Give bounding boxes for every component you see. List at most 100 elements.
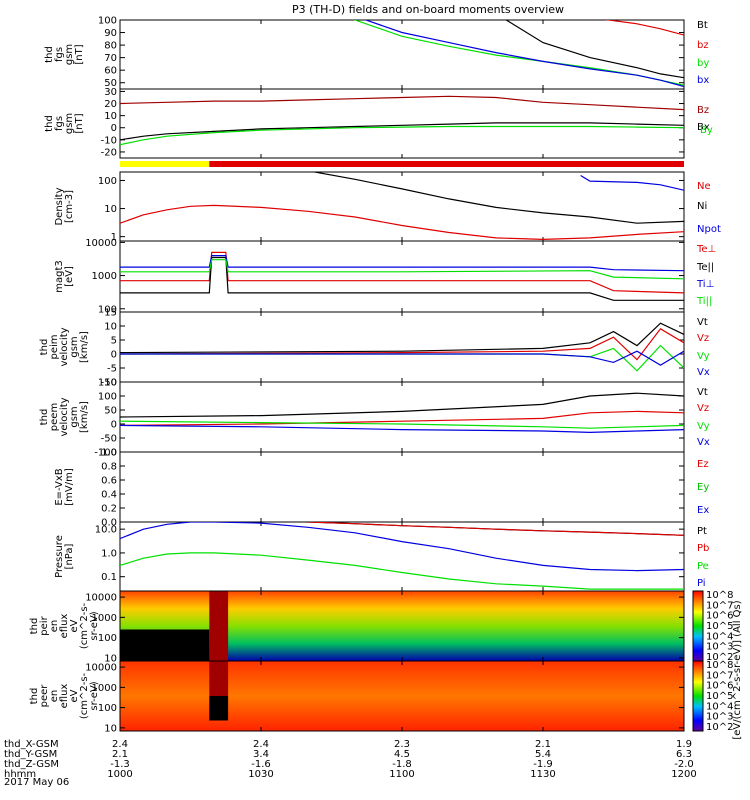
y-tick-label: -10: [101, 135, 117, 146]
x-axis-value: 1200: [671, 769, 696, 780]
colorbar-tick: 10^3: [706, 712, 733, 723]
spectrogram: [120, 661, 684, 731]
y-tick-label: 5: [111, 336, 117, 347]
x-axis-value: 2.1: [535, 739, 551, 750]
series-Vx: [120, 424, 684, 434]
y-axis-label: velocity: [59, 327, 70, 366]
legend-Bt: Bt: [697, 20, 708, 31]
x-axis-value: -1.8: [392, 759, 412, 770]
y-tick-label: 70: [104, 53, 117, 64]
panel-e-field: 0.0 0.2 0.4 0.6 0.8 1.0 E=-VxB [mV/m] Ez Ey Ex: [54, 448, 709, 529]
x-axis-value: 2.3: [394, 739, 410, 750]
series-Pi: [120, 522, 684, 572]
y-axis-label: thd: [39, 409, 50, 426]
y-axis-label: peim: [49, 334, 60, 359]
y-axis-label: (cm^2-s-: [79, 672, 90, 719]
series-Vx: [120, 350, 684, 366]
y-tick-label: 0.8: [101, 462, 117, 473]
y-tick-label: 1000: [92, 613, 117, 624]
y-tick-label: 15: [104, 308, 117, 319]
colorbar-tick: 10^2: [706, 652, 733, 663]
legend-Vx: Vx: [697, 437, 710, 448]
y-tick-label: 1.0: [101, 548, 117, 559]
y-tick-label: 100: [98, 633, 117, 644]
series-Ne: [120, 204, 684, 241]
y-tick-label: 100: [98, 703, 117, 714]
series-Vy: [120, 420, 684, 429]
y-tick-label: 0.0: [101, 518, 117, 529]
y-tick-label: 100: [98, 304, 117, 315]
legend-Te||: Te||: [696, 262, 714, 273]
x-axis-value: 6.3: [676, 749, 692, 760]
y-tick-label: 10: [104, 723, 117, 734]
legend-by: by: [697, 58, 709, 69]
legend-Ey: Ey: [697, 482, 709, 493]
colorbar-tick: 10^2: [706, 722, 733, 733]
legend-Ex: Ex: [697, 505, 709, 516]
series-Bz: [120, 95, 684, 111]
legend-Vy: Vy: [697, 421, 710, 432]
y-tick-label: 10: [104, 111, 117, 122]
y-tick-label: -5: [107, 364, 117, 375]
colorbar-tick: 10^8: [706, 590, 733, 601]
x-axis-value: -2.0: [674, 759, 694, 770]
series-bz: [604, 20, 684, 36]
y-tick-label: 0: [111, 123, 117, 134]
colorbar-tick: 10^7: [706, 670, 733, 681]
y-axis-label: Density: [54, 187, 65, 225]
colorbar-tick: 10^6: [706, 681, 733, 692]
x-axis-row-label: thd_Z-GSM: [4, 759, 59, 770]
y-axis-label: thd: [29, 618, 40, 635]
y-tick-label: 100: [98, 176, 117, 187]
y-axis-label: [nT]: [74, 44, 85, 64]
y-tick-label: 0.2: [101, 504, 117, 515]
colorbar-tick: 10^7: [706, 600, 733, 611]
x-axis-value: 5.4: [535, 749, 551, 760]
y-tick-label: -10: [101, 378, 117, 389]
status-bar-yellow: [120, 161, 210, 167]
y-tick-label: 1: [111, 232, 117, 243]
series-Ti⊥: [120, 255, 684, 272]
colorbar: [692, 660, 704, 732]
y-axis-label: gsm: [69, 336, 80, 357]
panel-peer-eflux: 10 100 1000 10000 thd peer en eflux eV (cm^2-s-sr…: [29, 660, 733, 734]
y-tick-label: 10: [104, 653, 117, 664]
y-tick-label: -100: [94, 448, 117, 459]
y-axis-label: [km/s]: [79, 331, 90, 363]
no-data-region: [120, 629, 210, 661]
y-axis-label: E=-VxB: [54, 468, 65, 505]
colorbar-title: [eV/(cm^2-s-sr-eV)] (All Qs): [732, 600, 743, 739]
y-axis-label: velocity: [59, 397, 70, 436]
y-tick-label: 80: [104, 41, 117, 52]
colorbar-tick: 10^4: [706, 701, 733, 712]
x-axis-value: 3.4: [253, 749, 269, 760]
legend-Ti⊥: Ti⊥: [696, 279, 714, 290]
axes-frame: [119, 19, 685, 90]
y-axis-label: sr-eV): [89, 611, 100, 640]
legend-Vy: Vy: [697, 351, 710, 362]
series-By: [120, 125, 684, 146]
y-tick-label: 100: [98, 16, 117, 27]
y-tick-label: 10000: [85, 663, 117, 674]
panel-density: 1 10 100 Density [cm-3] Ne Ni Npot: [54, 171, 721, 243]
y-tick-label: 150: [98, 378, 117, 389]
y-axis-label: gsm: [64, 113, 75, 134]
burst-mode-band: [209, 591, 229, 661]
y-tick-label: 0: [111, 350, 117, 361]
legend-Ti||: Ti||: [696, 296, 712, 307]
legend-Npot: Npot: [697, 224, 721, 235]
axes-frame: [119, 240, 685, 313]
chart-title: P3 (TH-D) fields and on-board moments ov…: [292, 3, 564, 16]
x-axis-value: 1000: [107, 769, 132, 780]
panel-temperature: 100 1000 10000 magt3 [eV] Te⊥ Te|| Ti⊥ Ti||: [54, 238, 716, 315]
series-Vt: [120, 322, 684, 354]
y-tick-label: 20: [104, 99, 117, 110]
y-tick-label: 10.0: [95, 525, 117, 536]
legend-Vt: Vt: [697, 317, 708, 328]
legend-Pt: Pt: [697, 526, 707, 537]
y-axis-label: fgs: [54, 47, 65, 62]
axes-frame: [119, 171, 685, 242]
y-tick-label: -50: [101, 434, 117, 445]
